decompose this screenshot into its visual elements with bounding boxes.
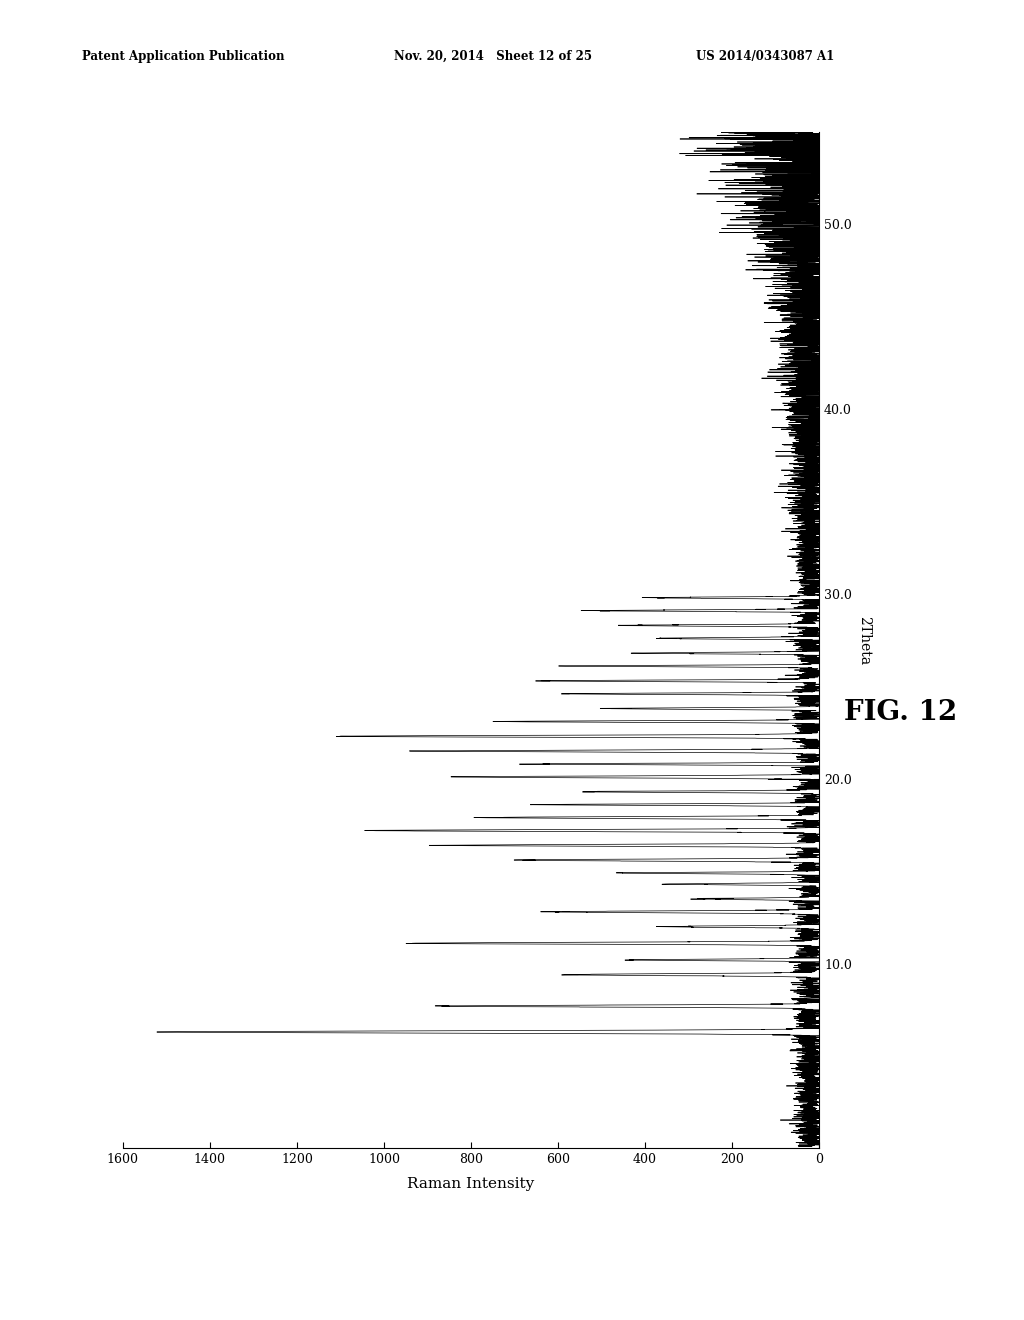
Text: Patent Application Publication: Patent Application Publication bbox=[82, 50, 285, 63]
Text: Nov. 20, 2014   Sheet 12 of 25: Nov. 20, 2014 Sheet 12 of 25 bbox=[394, 50, 592, 63]
Text: FIG. 12: FIG. 12 bbox=[845, 700, 957, 726]
Y-axis label: 2Theta: 2Theta bbox=[857, 615, 871, 665]
X-axis label: Raman Intensity: Raman Intensity bbox=[408, 1177, 535, 1192]
Text: US 2014/0343087 A1: US 2014/0343087 A1 bbox=[696, 50, 835, 63]
